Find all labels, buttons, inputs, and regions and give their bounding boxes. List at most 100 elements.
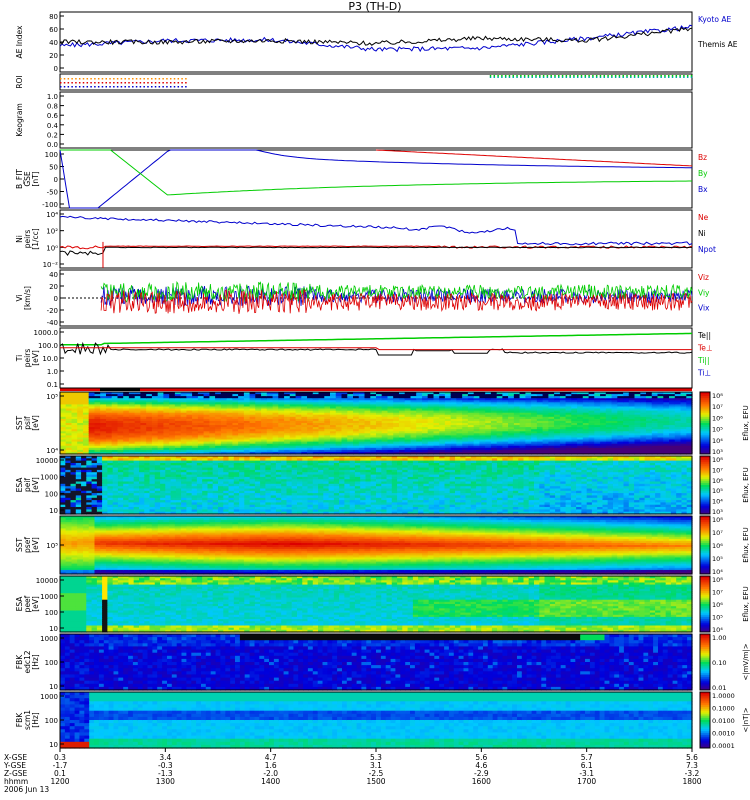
y-axis-label: ROI [15,75,24,88]
legend-te: Te⊥ [697,344,712,353]
x-tick-label: 1800 [682,777,701,786]
colorbar-tick: 10⁴ [712,626,723,634]
plot-title: P3 (TH-D) [348,0,402,13]
x-tick-label: -1.7 [53,761,68,770]
colorbar-tick: 10⁸ [712,576,723,584]
y-tick-label: 10⁴ [46,211,58,219]
y-tick-label: 40 [49,39,58,47]
panel-frame-esa1 [59,455,693,515]
x-tick-label: -0.3 [158,761,173,770]
x-tick-label: 1300 [156,777,175,786]
colorbar-tick: 10⁸ [712,392,723,400]
x-tick-label: 0.3 [54,753,66,762]
y-tick-label: 10.0 [42,355,58,363]
y-tick-label: 0.4 [47,122,59,130]
y-tick-label: 1000 [40,635,58,643]
y-axis-label: FBK [15,654,24,669]
y-axis-label: Ni [15,235,24,243]
x-tick-label: 1.6 [265,761,277,770]
y-tick-label: 1000 [40,593,58,601]
colorbar-tick: 10⁶ [712,414,723,422]
x-tick-label: 5.6 [686,753,698,762]
y-tick-label: 10 [49,741,58,749]
x-tick-label: 5.6 [475,753,487,762]
y-axis-label: SST [15,416,24,431]
colorbar-label: Eflux, EFU [742,586,750,621]
y-tick-label: 10⁴ [46,447,58,455]
y-axis-label: scm1 [23,710,32,730]
y-axis-label: psef [23,537,32,553]
y-tick-label: 20 [49,52,58,60]
colorbar-tick: 10⁵ [712,614,723,622]
colorbar-cb3 [699,515,711,575]
y-axis-label: peef [23,595,32,612]
y-tick-label: 10000 [36,457,58,465]
y-tick-label: 10² [46,228,58,236]
x-tick-label: -3.2 [685,769,700,778]
x-tick-label: -2.0 [263,769,278,778]
x-tick-label: 3.1 [370,761,382,770]
y-tick-label: 1.0 [47,368,58,376]
legend-themisae: Themis AE [697,40,738,49]
y-tick-label: 10 [49,683,58,691]
vi-traces [60,281,693,314]
panel-frame-ni [59,209,693,269]
y-tick-label: 100 [45,717,58,725]
legend-te: Te|| [697,331,711,340]
y-axis-label: [eV] [31,415,40,431]
status-bar-gap [100,388,140,391]
y-tick-label: 80 [49,13,58,21]
y-axis-label: [eV] [31,350,40,366]
x-tick-label: 1700 [577,777,596,786]
te-perp-line [60,347,692,351]
colorbar-tick: 0.10 [712,659,726,667]
ae-line-1 [59,26,693,46]
y-tick-label: 50 [49,164,58,172]
y-tick-label: 0.2 [47,131,58,139]
colorbar-tick: 10⁴ [712,437,723,445]
colorbar-tick: 10⁶ [712,542,723,550]
colorbar-tick: 10⁷ [712,466,723,474]
x-tick-label: 1200 [50,777,69,786]
x-tick-label: 5.7 [581,753,593,762]
ni-line [59,246,692,256]
legend-viy: Viy [698,288,710,297]
npot-line [59,215,693,246]
x-tick-label: -1.3 [158,769,173,778]
legend-bz: Bz [698,153,707,162]
x-tick-label: 0.1 [54,769,66,778]
colorbar-tick: 1.0000 [712,692,735,700]
colorbar-cb6 [699,691,711,749]
y-tick-label: 1.0 [47,93,58,101]
panel-frame-esa2 [59,575,693,633]
ti-par-line [60,332,693,346]
legend-ni: Ni [698,229,706,238]
y-axis-label: [1/cc] [31,228,40,249]
colorbar-tick: 10³ [712,448,723,456]
colorbar-tick: 10⁴ [712,568,723,576]
y-axis-label: [Hz] [31,654,40,670]
legend-ti: Ti⊥ [697,369,711,378]
colorbar-tick: 0.0001 [712,742,735,750]
fbk-edc12-spectrogram [60,634,693,691]
x-tick-label: 1400 [261,777,280,786]
y-tick-label: 0 [54,176,58,184]
colorbar-label: <|nT|> [742,707,750,732]
y-tick-label: 10 [49,507,58,515]
te-par-line [59,341,693,356]
y-axis-label: [eV] [31,537,40,553]
colorbar-tick: 10⁷ [712,403,723,411]
bx-line [59,149,692,209]
roi-markers [60,75,693,88]
y-axis-label: edc12 [23,650,32,673]
y-tick-label: 1000 [40,693,58,701]
y-tick-label: 1000.0 [34,329,59,337]
colorbar-label: Eflux, EFU [742,527,750,562]
y-axis-label: Ti [15,355,24,362]
legend-bx: Bx [698,185,708,194]
colorbar-cb4 [699,575,711,633]
y-axis-label: [eV] [31,596,40,612]
x-tick-label: -3.1 [579,769,594,778]
y-axis-label: Vi [15,294,24,301]
